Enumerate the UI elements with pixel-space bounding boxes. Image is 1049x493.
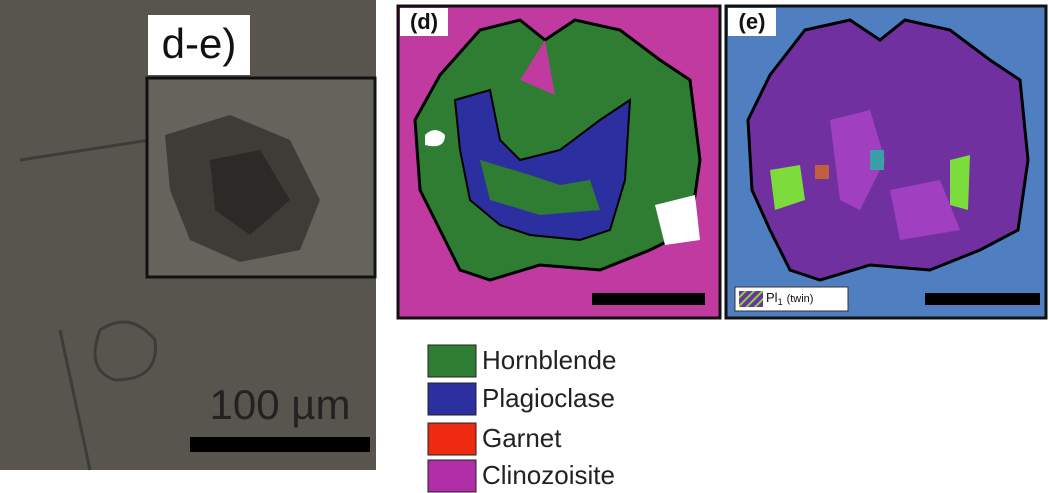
legend-label: Plagioclase — [482, 383, 615, 413]
panel-e: (e) Pl1 (twin) — [726, 6, 1046, 318]
panel-label: (d) — [410, 9, 438, 34]
key-subscript: 1 — [778, 297, 783, 307]
scale-label: 100 µm — [210, 381, 351, 428]
key-symbol: Pl — [766, 290, 778, 305]
legend-swatch — [428, 383, 476, 415]
panel-label: (e) — [739, 9, 766, 34]
key-label: Pl1 (twin) — [766, 290, 813, 307]
legend-label: Hornblende — [482, 345, 616, 375]
legend-swatch — [428, 423, 476, 455]
panel-d: (d) — [398, 6, 720, 318]
legend-swatch — [428, 345, 476, 377]
key-suffix: (twin) — [787, 293, 814, 305]
figure: d-e) 100 µm (d) (e) Pl1 (twin) Hornblende… — [0, 0, 1049, 493]
legend: Hornblende Plagioclase Garnet Clinozoisite — [428, 345, 616, 492]
legend-swatch — [428, 460, 476, 492]
legend-label: Clinozoisite — [482, 460, 615, 490]
legend-label: Garnet — [482, 423, 562, 453]
bse-image: d-e) 100 µm — [0, 0, 376, 470]
inset-label: d-e) — [162, 20, 237, 67]
